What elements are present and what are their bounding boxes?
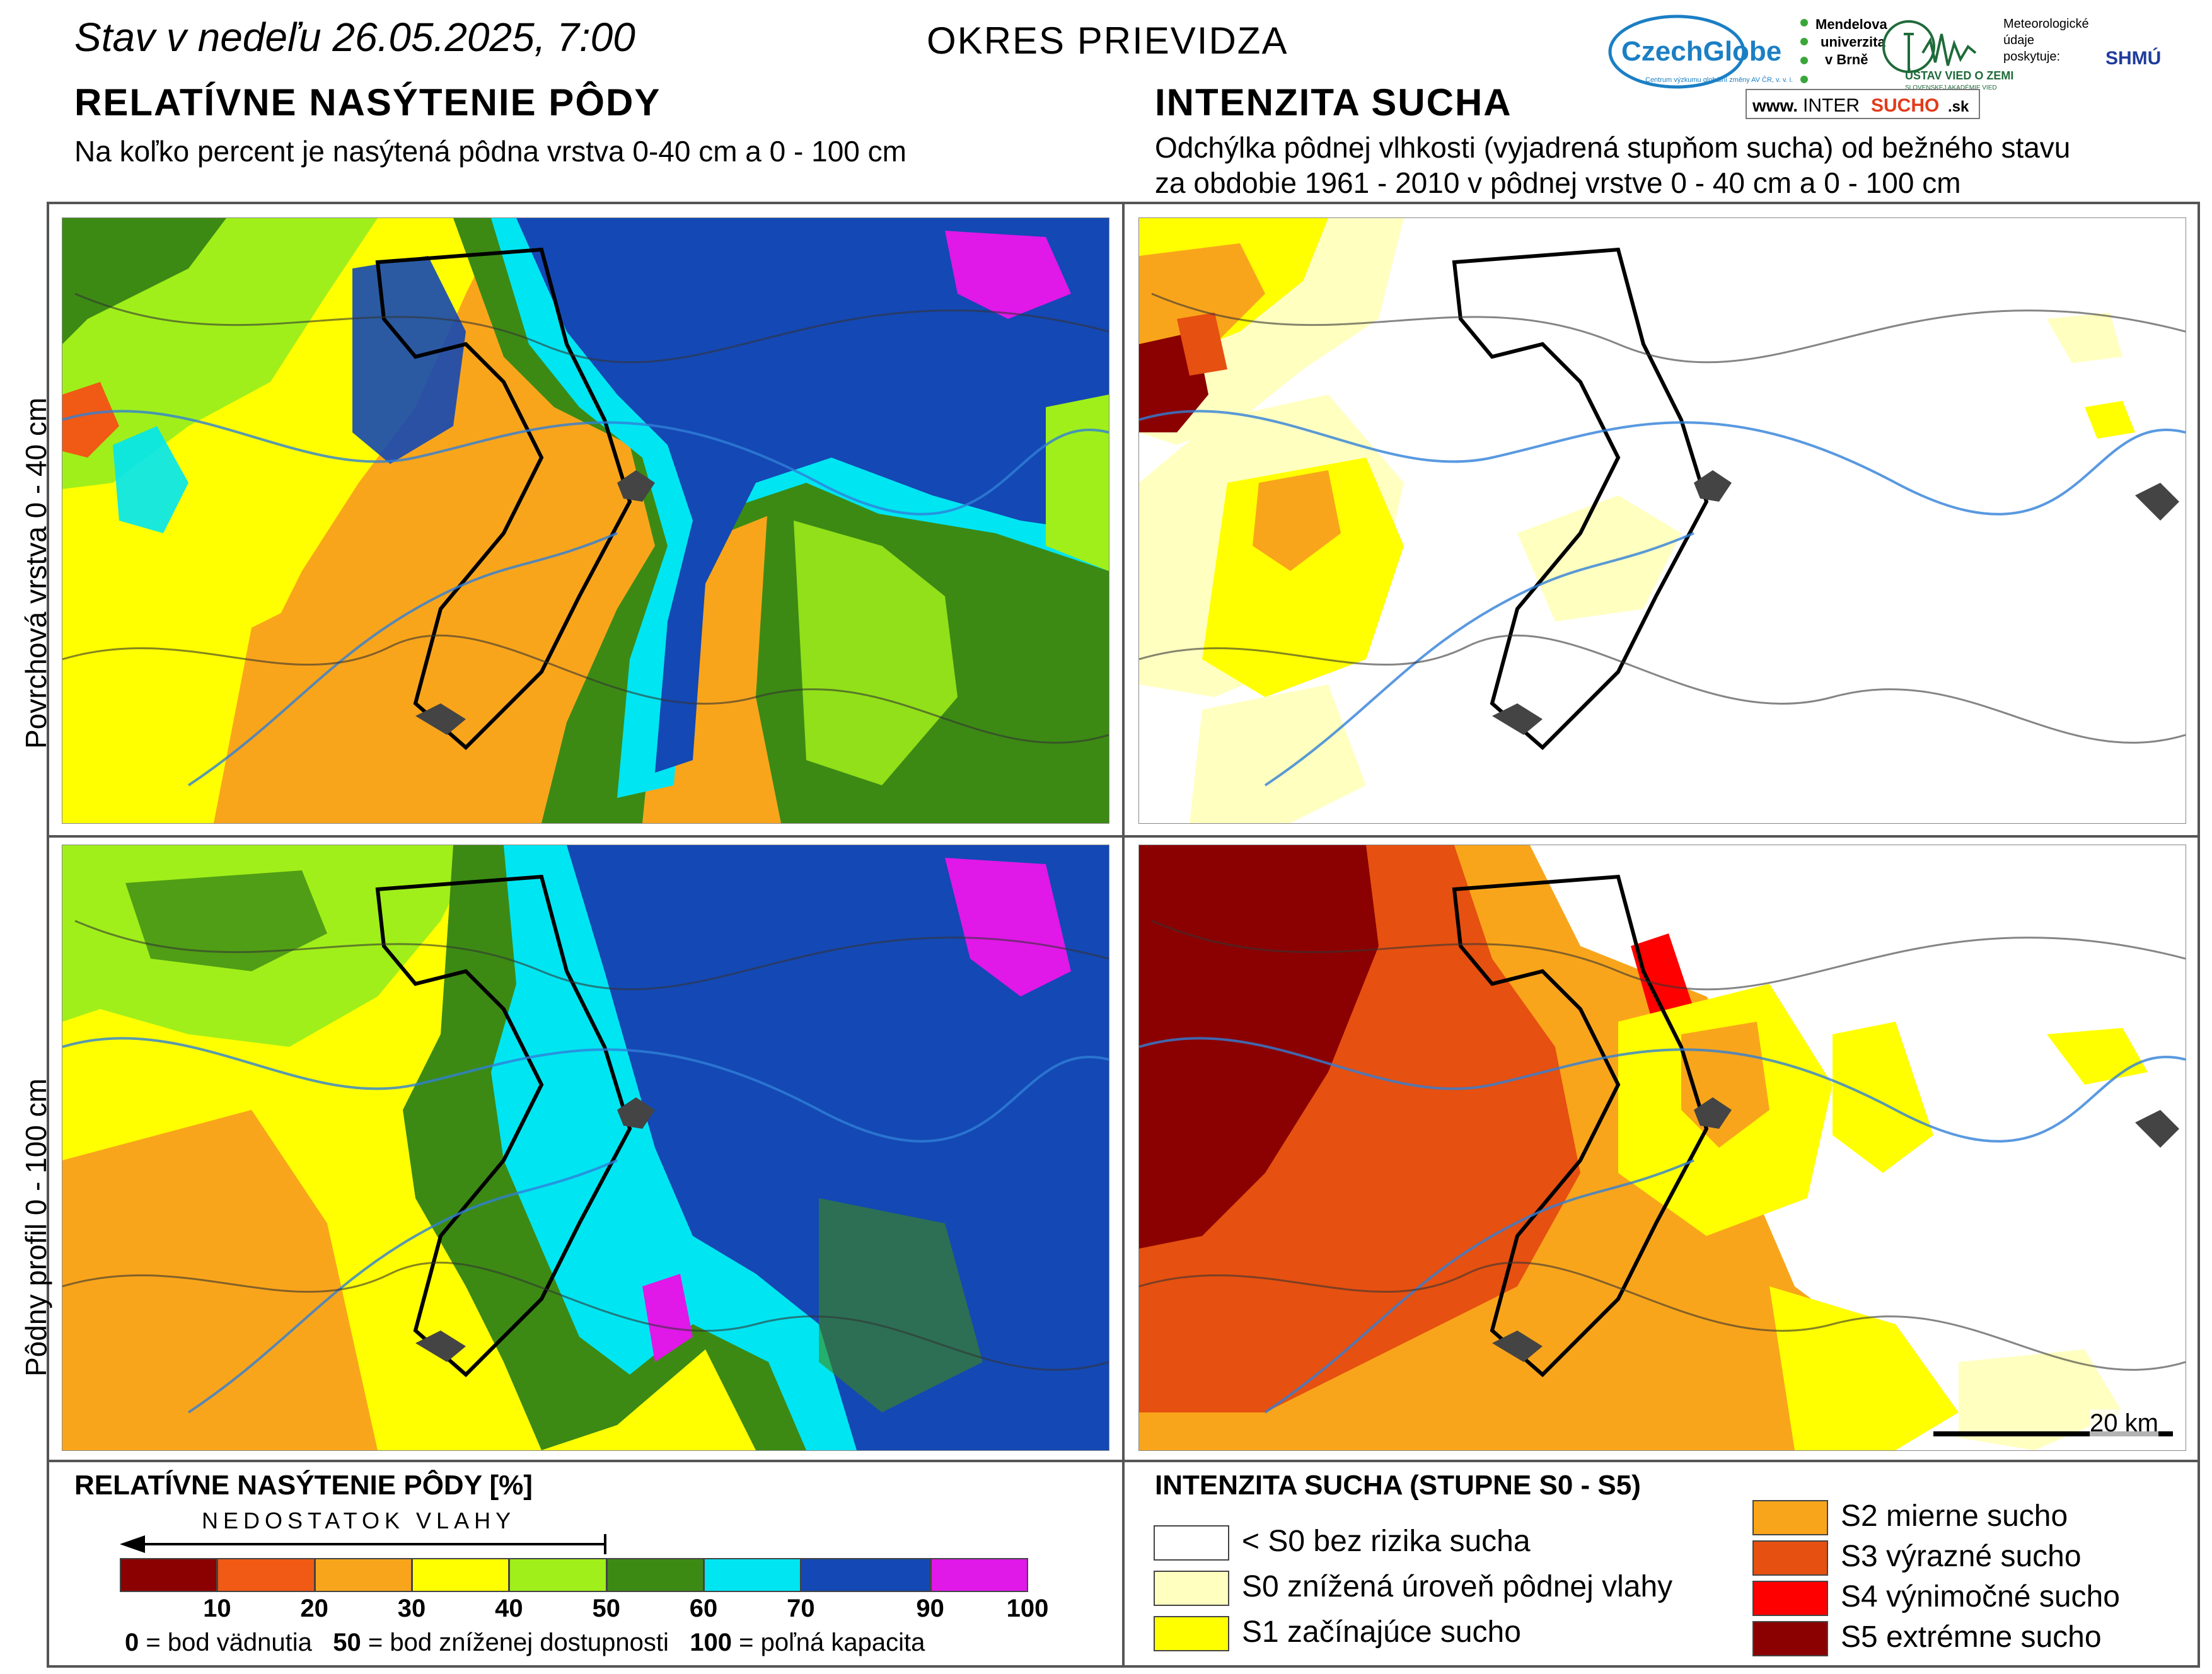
saturation-class-swatch (801, 1558, 931, 1592)
saturation-tick-label: 50 (592, 1595, 620, 1622)
saturation-notes: 0 = bod vädnutia 50 = bod zníženej dostu… (125, 1629, 925, 1657)
drought-class-label: S1 začínajúce sucho (1242, 1615, 1521, 1649)
drought-class-swatch (1752, 1500, 1828, 1535)
drought-class-label: S2 mierne sucho (1841, 1499, 2068, 1533)
intersucho-logo-box (1746, 89, 1980, 119)
intersucho-sucho: SUCHO (1871, 95, 1939, 116)
partner-logos: CzechGlobe Centrum výzkumu globální změn… (1607, 9, 2200, 119)
saturation-class-swatch (704, 1558, 802, 1592)
water-deficit-label: NEDOSTATOK VLAHY (202, 1508, 516, 1533)
meteo-line2: údaje (2003, 33, 2034, 47)
saturation-legend-title: RELATÍVNE NASÝTENIE PÔDY [%] (74, 1470, 533, 1501)
drought-class-label: S4 výnimočné sucho (1841, 1580, 2120, 1613)
vertical-divider (1122, 202, 1125, 1668)
map-drought-0-100-graphic (1138, 845, 2186, 1450)
drought-class-swatch (1154, 1571, 1229, 1606)
drought-class-label: S0 znížená úroveň pôdnej vlahy (1242, 1570, 1673, 1603)
drought-class-swatch (1752, 1581, 1828, 1616)
saturation-tick-label: 60 (689, 1595, 718, 1622)
mendelu-dot-icon (1800, 38, 1808, 45)
drought-class-swatch (1752, 1540, 1828, 1576)
ustav-logo-text: ÚSTAV VIED O ZEMI (1905, 69, 2013, 82)
drought-subtitle-1: Odchýlka pôdnej vlhkosti (vyjadrená stup… (1155, 131, 2071, 164)
drought-class-swatch (1154, 1525, 1229, 1561)
czechglobe-logo-text: CzechGlobe (1621, 36, 1781, 67)
saturation-tick-label: 90 (916, 1595, 944, 1622)
drought-class-swatch (1752, 1621, 1828, 1656)
saturation-title: RELATÍVNE NASÝTENIE PÔDY (74, 81, 661, 124)
saturation-class-swatch (120, 1558, 218, 1592)
map-drought-0-40 (1138, 217, 2186, 824)
mendelu-dot-icon (1800, 57, 1808, 64)
saturation-class-swatch (606, 1558, 705, 1592)
saturation-ticks: 10 20 30 40 50 60 70 90 100 (120, 1595, 1048, 1626)
czechglobe-logo-ring (1608, 14, 1746, 89)
saturation-tick-label: 10 (203, 1595, 231, 1622)
intersucho-suffix: .sk (1948, 98, 1969, 115)
arrow-left-icon (120, 1535, 145, 1553)
saturation-color-bar (120, 1558, 1028, 1592)
note-100-text: = poľná kapacita (731, 1629, 925, 1656)
horizontal-divider-legend (47, 1460, 2200, 1462)
note-0-text: = bod vädnutia (139, 1629, 312, 1656)
ustav-logo-ring (1882, 20, 1935, 73)
water-deficit-arrow (120, 1534, 606, 1554)
logos-graphic: CzechGlobe Centrum výzkumu globální změn… (1608, 14, 2161, 119)
saturation-class-swatch (314, 1558, 412, 1592)
seismograph-icon (1904, 33, 1977, 71)
mendelu-line2: univerzita (1821, 34, 1885, 50)
saturation-class-swatch (217, 1558, 315, 1592)
saturation-class-swatch (930, 1558, 1028, 1592)
meteo-line1: Meteorologické (2003, 17, 2089, 31)
saturation-class-swatch (412, 1558, 510, 1592)
mendelu-dot-icon (1800, 19, 1808, 26)
saturation-tick-label: 70 (787, 1595, 815, 1622)
note-100-value: 100 (690, 1629, 732, 1656)
date-label: Stav v nedeľu 26.05.2025, 7:00 (74, 14, 635, 60)
map-saturation-0-100 (62, 845, 1109, 1451)
czechglobe-logo-subtext: Centrum výzkumu globální změny AV ČR, v.… (1645, 76, 1793, 84)
saturation-tick-label: 20 (300, 1595, 328, 1622)
drought-class-label: < S0 bez rizika sucha (1242, 1525, 1531, 1558)
map-saturation-0-40 (62, 217, 1109, 824)
map-drought-0-40-graphic (1138, 218, 2186, 823)
map-drought-0-100: 20 km (1138, 845, 2186, 1451)
district-title: OKRES PRIEVIDZA (927, 20, 1288, 62)
saturation-tick-label: 40 (495, 1595, 523, 1622)
drought-legend-items: < S0 bez rizika sucha S0 znížená úroveň p… (1154, 1499, 2187, 1663)
map-saturation-0-40-graphic (62, 218, 1109, 823)
saturation-subtitle: Na koľko percent je nasýtená pôdna vrstv… (74, 135, 906, 168)
horizontal-divider-middle (47, 835, 2200, 838)
row-label-bottom: Pôdny profil 0 - 100 cm (20, 1078, 52, 1377)
drought-legend-title: INTENZITA SUCHA (STUPNE S0 - S5) (1155, 1470, 1641, 1501)
saturation-tick-label: 100 (1006, 1595, 1049, 1622)
saturation-tick-label: 30 (397, 1595, 426, 1622)
mendelu-line1: Mendelova (1815, 16, 1887, 32)
mendelu-dot-icon (1800, 76, 1808, 83)
drought-class-label: S5 extrémne sucho (1841, 1620, 2102, 1654)
shmu-logo-text: SHMÚ (2105, 47, 2161, 69)
note-50-text: = bod zníženej dostupnosti (361, 1629, 669, 1656)
scale-bar-label: 20 km (2090, 1409, 2158, 1438)
drought-subtitle-2: za obdobie 1961 - 2010 v pôdnej vrstve 0… (1155, 166, 1961, 199)
row-label-top: Povrchová vrstva 0 - 40 cm (20, 397, 52, 749)
note-0-value: 0 (125, 1629, 139, 1656)
map-saturation-0-100-graphic (62, 845, 1109, 1450)
drought-class-label: S3 výrazné sucho (1841, 1540, 2082, 1573)
mendelu-line3: v Brně (1825, 52, 1868, 67)
note-50-value: 50 (333, 1629, 361, 1656)
saturation-class-swatch (509, 1558, 607, 1592)
intersucho-inter: INTER (1803, 95, 1860, 116)
drought-class-swatch (1154, 1616, 1229, 1651)
scale-bar-line (1933, 1431, 2173, 1436)
intersucho-prefix: www. (1752, 96, 1798, 115)
drought-title: INTENZITA SUCHA (1155, 81, 1512, 124)
meteo-line3: poskytuje: (2003, 50, 2060, 64)
